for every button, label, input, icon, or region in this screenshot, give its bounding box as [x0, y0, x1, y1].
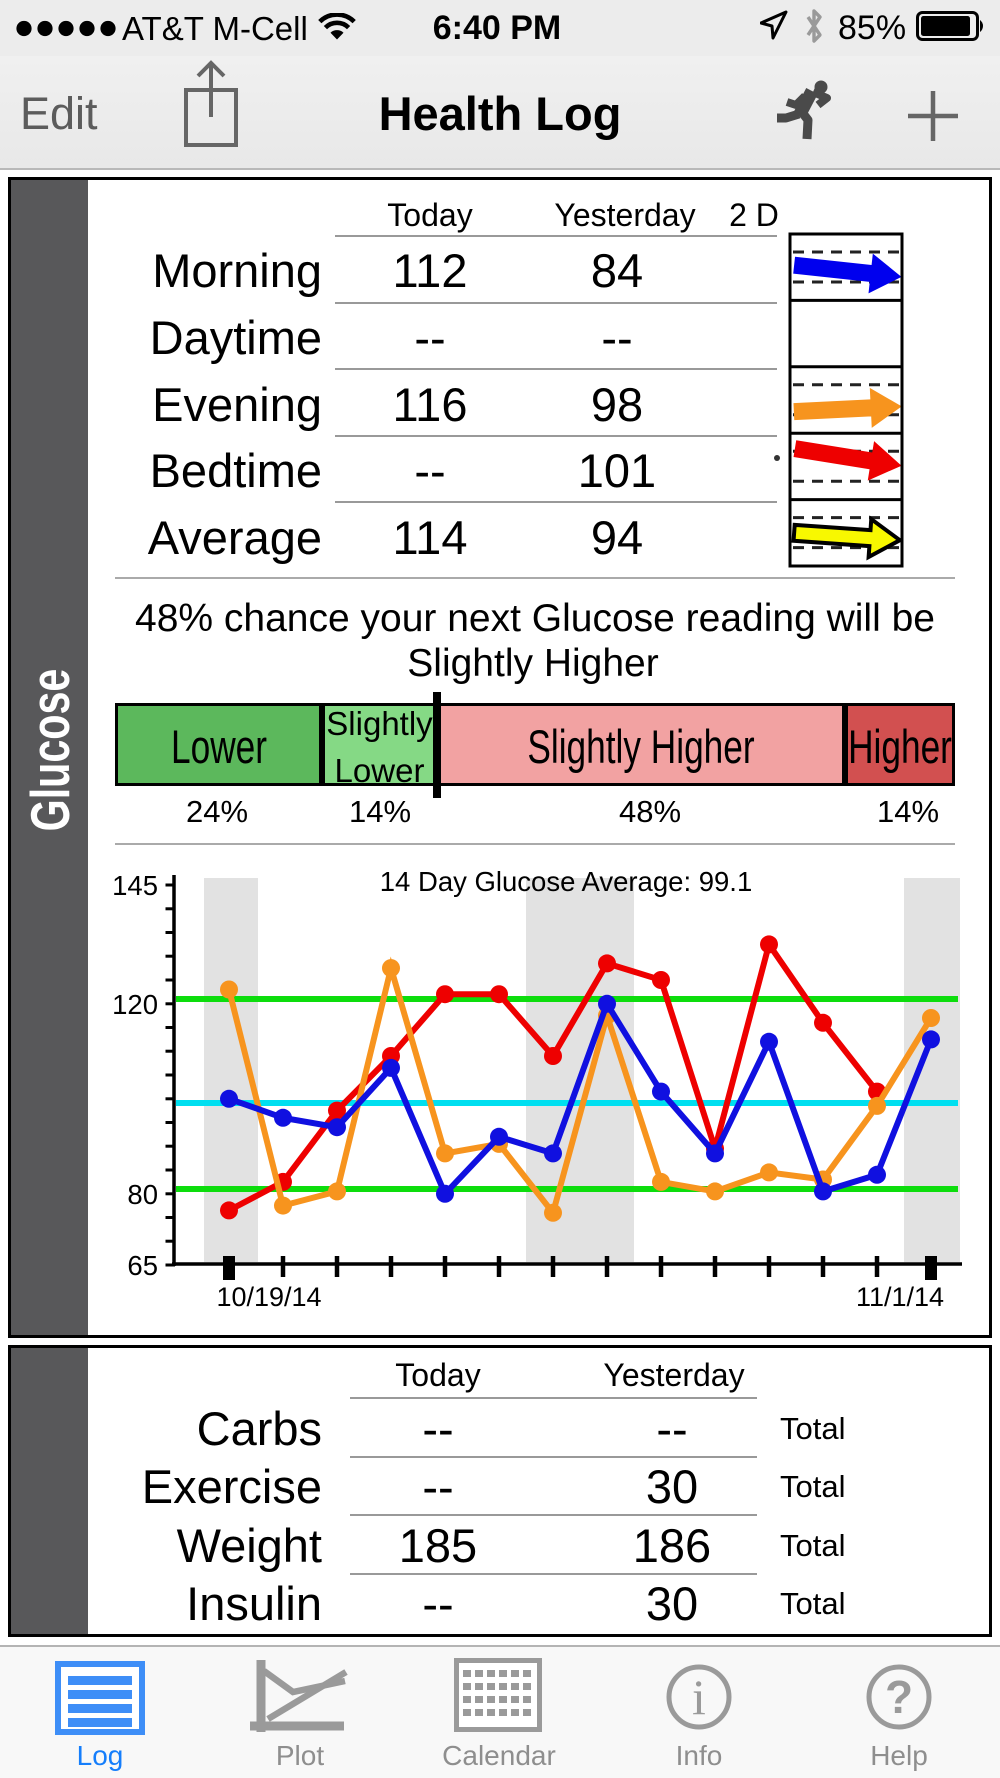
svg-text:i: i: [692, 1669, 706, 1725]
svg-text:?: ?: [885, 1671, 913, 1723]
svg-text:80: 80: [127, 1179, 158, 1210]
svg-text:120: 120: [112, 989, 158, 1020]
svg-text:65: 65: [127, 1250, 158, 1281]
svg-text:11/1/14: 11/1/14: [856, 1282, 944, 1312]
svg-text:10/19/14: 10/19/14: [216, 1282, 321, 1312]
svg-text:145: 145: [112, 870, 158, 901]
svg-text:14 Day Glucose Average: 99.1: 14 Day Glucose Average: 99.1: [380, 866, 753, 897]
